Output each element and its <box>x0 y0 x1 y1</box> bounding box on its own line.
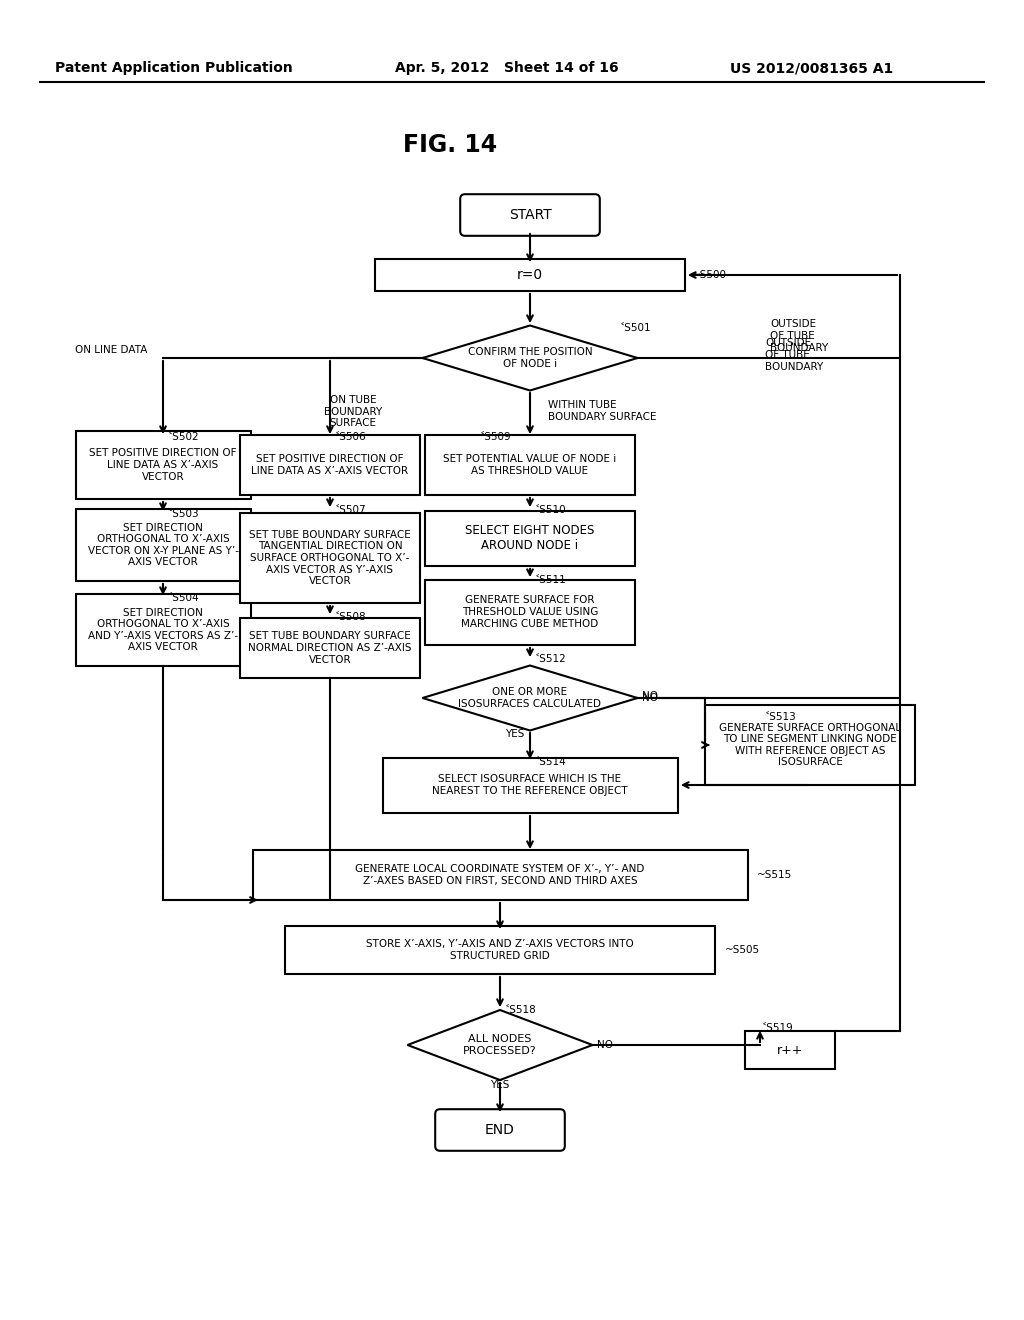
Text: ˂S503: ˂S503 <box>168 510 200 519</box>
Text: ˂S519: ˂S519 <box>762 1023 794 1034</box>
Text: ˂S513: ˂S513 <box>765 711 797 722</box>
Text: SET POTENTIAL VALUE OF NODE i
AS THRESHOLD VALUE: SET POTENTIAL VALUE OF NODE i AS THRESHO… <box>443 454 616 475</box>
Bar <box>375 259 685 290</box>
Bar <box>425 579 635 644</box>
Bar <box>76 594 251 667</box>
Text: ˂S508: ˂S508 <box>335 612 367 622</box>
Text: FIG. 14: FIG. 14 <box>402 133 497 157</box>
Text: ˂S506: ˂S506 <box>335 432 367 442</box>
Text: ˂S518: ˂S518 <box>505 1005 537 1015</box>
Bar <box>240 436 420 495</box>
Bar <box>425 436 635 495</box>
Bar <box>285 927 715 974</box>
Text: ˂S502: ˂S502 <box>168 432 200 442</box>
Text: US 2012/0081365 A1: US 2012/0081365 A1 <box>730 61 893 75</box>
Polygon shape <box>408 1010 593 1080</box>
Text: ~S505: ~S505 <box>725 945 760 954</box>
Text: ~S515: ~S515 <box>757 870 793 880</box>
Text: ˂S514: ˂S514 <box>535 756 566 767</box>
Text: YES: YES <box>505 729 524 739</box>
Text: GENERATE LOCAL COORDINATE SYSTEM OF X’-, Y’- AND
Z’-AXES BASED ON FIRST, SECOND : GENERATE LOCAL COORDINATE SYSTEM OF X’-,… <box>355 865 645 886</box>
Text: ˂S509: ˂S509 <box>480 432 512 442</box>
Text: NO: NO <box>597 1040 613 1049</box>
Bar <box>425 511 635 565</box>
Text: SET TUBE BOUNDARY SURFACE
NORMAL DIRECTION AS Z’-AXIS
VECTOR: SET TUBE BOUNDARY SURFACE NORMAL DIRECTI… <box>248 631 412 664</box>
Text: ON LINE DATA: ON LINE DATA <box>75 345 147 355</box>
Polygon shape <box>423 326 638 391</box>
Text: START: START <box>509 209 551 222</box>
Text: SET POSITIVE DIRECTION OF
LINE DATA AS X’-AXIS VECTOR: SET POSITIVE DIRECTION OF LINE DATA AS X… <box>252 454 409 475</box>
Text: ON TUBE
BOUNDARY
SURFACE: ON TUBE BOUNDARY SURFACE <box>324 395 382 428</box>
FancyBboxPatch shape <box>435 1109 565 1151</box>
Text: Apr. 5, 2012   Sheet 14 of 16: Apr. 5, 2012 Sheet 14 of 16 <box>395 61 618 75</box>
Bar <box>253 850 748 900</box>
Text: END: END <box>485 1123 515 1137</box>
Text: OUTSIDE
OF TUBE
BOUNDARY: OUTSIDE OF TUBE BOUNDARY <box>765 338 823 372</box>
Polygon shape <box>423 665 638 730</box>
Text: GENERATE SURFACE FOR
THRESHOLD VALUE USING
MARCHING CUBE METHOD: GENERATE SURFACE FOR THRESHOLD VALUE USI… <box>462 595 599 628</box>
Text: ˂S501: ˂S501 <box>620 323 651 333</box>
Text: ONE OR MORE
ISOSURFACES CALCULATED: ONE OR MORE ISOSURFACES CALCULATED <box>459 688 601 709</box>
Text: SELECT ISOSURFACE WHICH IS THE
NEAREST TO THE REFERENCE OBJECT: SELECT ISOSURFACE WHICH IS THE NEAREST T… <box>432 775 628 796</box>
Bar <box>76 432 251 499</box>
Bar <box>240 513 420 603</box>
Text: WITHIN TUBE
BOUNDARY SURFACE: WITHIN TUBE BOUNDARY SURFACE <box>548 400 656 421</box>
Text: SET DIRECTION
ORTHOGONAL TO X’-AXIS
AND Y’-AXIS VECTORS AS Z’-
AXIS VECTOR: SET DIRECTION ORTHOGONAL TO X’-AXIS AND … <box>88 607 238 652</box>
Text: OUTSIDE
OF TUBE
BOUNDARY: OUTSIDE OF TUBE BOUNDARY <box>770 319 828 352</box>
Text: SELECT EIGHT NODES
AROUND NODE i: SELECT EIGHT NODES AROUND NODE i <box>465 524 595 552</box>
Bar <box>240 618 420 678</box>
Text: NO: NO <box>642 693 658 704</box>
Text: ALL NODES
PROCESSED?: ALL NODES PROCESSED? <box>463 1034 537 1056</box>
Text: SET TUBE BOUNDARY SURFACE
TANGENTIAL DIRECTION ON
SURFACE ORTHOGONAL TO X’-
AXIS: SET TUBE BOUNDARY SURFACE TANGENTIAL DIR… <box>249 529 411 586</box>
Text: ˂S507: ˂S507 <box>335 506 367 515</box>
Text: r++: r++ <box>777 1044 803 1056</box>
Bar <box>705 705 915 785</box>
Text: ˂S512: ˂S512 <box>535 653 566 664</box>
Text: ˂S511: ˂S511 <box>535 576 566 585</box>
Text: r=0: r=0 <box>517 268 543 282</box>
FancyBboxPatch shape <box>460 194 600 236</box>
Bar <box>745 1031 835 1069</box>
Text: GENERATE SURFACE ORTHOGONAL
TO LINE SEGMENT LINKING NODE
WITH REFERENCE OBJECT A: GENERATE SURFACE ORTHOGONAL TO LINE SEGM… <box>719 722 901 767</box>
Text: SET DIRECTION
ORTHOGONAL TO X’-AXIS
VECTOR ON X-Y PLANE AS Y’-
AXIS VECTOR: SET DIRECTION ORTHOGONAL TO X’-AXIS VECT… <box>87 523 239 568</box>
Text: Patent Application Publication: Patent Application Publication <box>55 61 293 75</box>
Text: NO: NO <box>642 690 658 701</box>
Bar <box>383 758 678 813</box>
Text: YES: YES <box>490 1080 510 1090</box>
Text: STORE X’-AXIS, Y’-AXIS AND Z’-AXIS VECTORS INTO
STRUCTURED GRID: STORE X’-AXIS, Y’-AXIS AND Z’-AXIS VECTO… <box>367 940 634 961</box>
Bar <box>76 510 251 581</box>
Text: SET POSITIVE DIRECTION OF
LINE DATA AS X’-AXIS
VECTOR: SET POSITIVE DIRECTION OF LINE DATA AS X… <box>89 449 237 482</box>
Text: ˂S510: ˂S510 <box>535 506 566 515</box>
Text: ~S500: ~S500 <box>692 271 727 280</box>
Text: ˂S504: ˂S504 <box>168 593 200 603</box>
Text: CONFIRM THE POSITION
OF NODE i: CONFIRM THE POSITION OF NODE i <box>468 347 592 368</box>
